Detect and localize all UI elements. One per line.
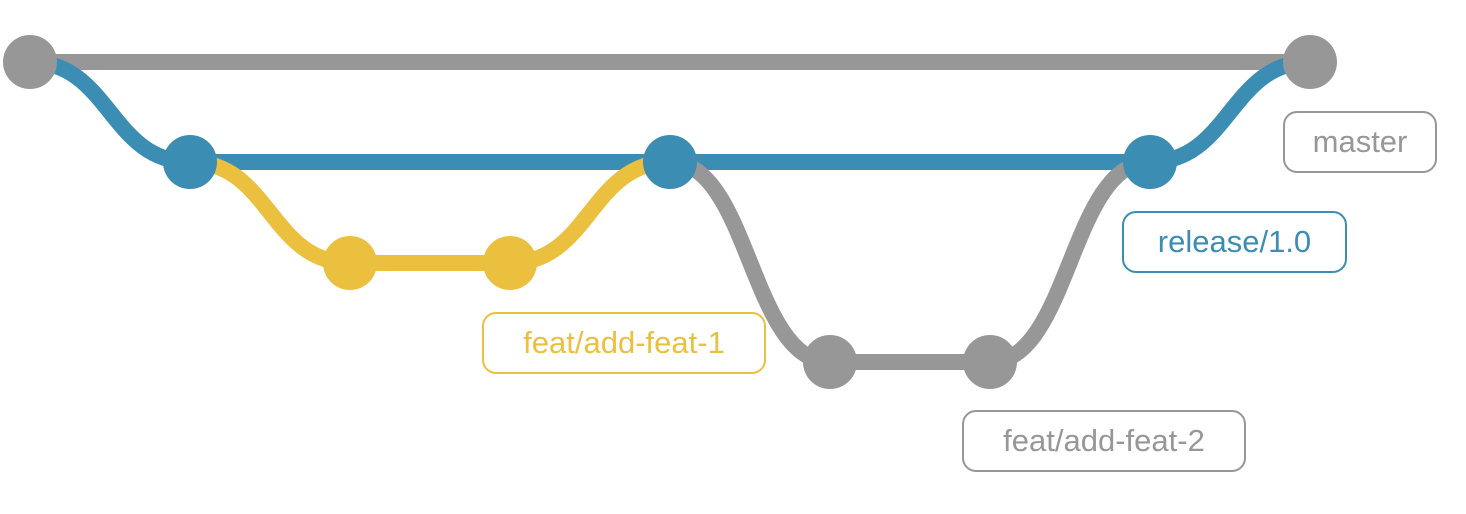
commit-feat2-2 [963,335,1017,389]
branch-label-feat-2: feat/add-feat-2 [962,410,1246,472]
commit-master-start [3,35,57,89]
release-merge-in [1142,54,1318,170]
commit-feat2-1 [803,335,857,389]
commit-feat1-1 [323,236,377,290]
feat2-branch-out [662,154,838,370]
feat1-branch-out [182,154,358,271]
commit-master-end [1283,35,1337,89]
release-branch-out [22,54,198,170]
branch-label-release: release/1.0 [1122,211,1347,273]
feat1-merge-in [502,154,678,271]
commit-feat1-2 [483,236,537,290]
branch-label-master: master [1283,111,1437,173]
branch-label-feat-1: feat/add-feat-1 [482,312,766,374]
feat2-merge-in [982,154,1158,370]
commit-release-start [163,135,217,189]
commit-release-merge-feat1 [643,135,697,189]
commit-release-merge-feat2 [1123,135,1177,189]
